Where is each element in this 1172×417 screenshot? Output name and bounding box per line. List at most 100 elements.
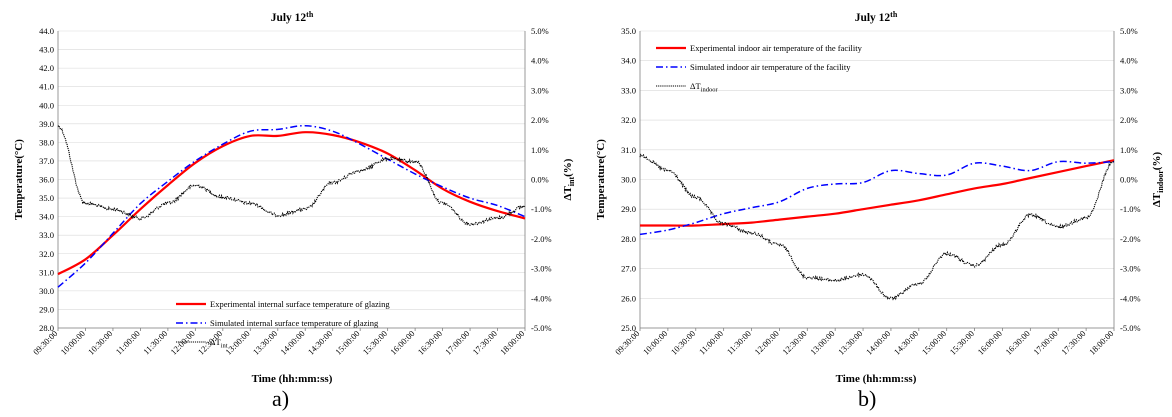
x-tick-label: 16:00:00 xyxy=(975,328,1003,356)
legend-label: ΔTint xyxy=(210,337,228,350)
legend-label: Experimental indoor air temperature of t… xyxy=(690,43,863,53)
y2-tick-label: 3.0% xyxy=(1120,85,1138,95)
x-tick-label: 13:30:00 xyxy=(251,328,279,356)
y2-tick-label: 0.0% xyxy=(1120,175,1138,185)
series-3-path xyxy=(639,153,1115,301)
y-tick-label: 33.0 xyxy=(39,230,54,240)
y2-tick-label: -3.0% xyxy=(1120,264,1141,274)
legend-label: ΔTindoor xyxy=(690,81,718,94)
legend-label-main: ΔT xyxy=(690,81,701,91)
x-tick-label: 17:00:00 xyxy=(1031,328,1059,356)
x-tick-label: 13:00:00 xyxy=(808,328,836,356)
y2-tick-label: 2.0% xyxy=(1120,115,1138,125)
y2-axis-title-main: ΔT xyxy=(1151,192,1163,207)
y2-tick-label: 1.0% xyxy=(531,145,549,155)
x-tick-label: 10:00:00 xyxy=(58,328,86,356)
y-tick-label: 27.0 xyxy=(621,264,636,274)
chart-panel-2: 25.0 26.0 27.0 28.0 29.0 30.0 31.0 32.0 33.0 34.0… xyxy=(595,10,1165,411)
y2-tick-label: -4.0% xyxy=(1120,293,1141,303)
y-tick-label: 37.0 xyxy=(39,156,54,166)
y-tick-label: 29.0 xyxy=(39,304,54,314)
series-1-line xyxy=(639,159,1115,227)
y2-axis-title-unit: (%) xyxy=(562,158,574,177)
legend-label: Simulated indoor air temperature of the … xyxy=(690,62,851,72)
x-tick-label: 18:00:00 xyxy=(498,328,526,356)
x-tick-label: 10:00:00 xyxy=(641,328,669,356)
x-tick-label: 14:00:00 xyxy=(864,328,892,356)
y2-axis-title: ΔTindoor(%) xyxy=(1151,152,1165,208)
y-tick-label: 31.0 xyxy=(39,267,54,277)
y-tick-label: 31.0 xyxy=(621,145,636,155)
y-tick-label: 28.0 xyxy=(39,323,54,333)
x-tick-label: 15:00:00 xyxy=(333,328,361,356)
x-tick-label: 16:00:00 xyxy=(388,328,416,356)
chart-title-main: July 12 xyxy=(855,12,891,24)
chart-title: July 12th xyxy=(855,10,898,24)
x-tick-label: 18:00:00 xyxy=(1087,328,1115,356)
y-tick-label: 41.0 xyxy=(39,82,54,92)
y-tick-label: 35.0 xyxy=(39,193,54,203)
y2-tick-label: -2.0% xyxy=(531,234,552,244)
chart-title: July 12th xyxy=(271,10,314,24)
y2-tick-label: -3.0% xyxy=(531,264,552,274)
x-tick-label: 17:00:00 xyxy=(443,328,471,356)
y-axis-title: Temperature(°C) xyxy=(13,139,25,220)
y2-tick-label: -5.0% xyxy=(531,323,552,333)
x-tick-label: 11:00:00 xyxy=(697,328,725,356)
x-tick-label: 12:00:00 xyxy=(168,328,196,356)
y2-tick-label: -2.0% xyxy=(1120,234,1141,244)
legend-label-sub: int xyxy=(221,343,228,350)
x-tick-label: 11:30:00 xyxy=(141,328,169,356)
panel-label: b) xyxy=(858,386,876,411)
y-tick-label: 40.0 xyxy=(39,100,54,110)
x-tick-label: 15:00:00 xyxy=(920,328,948,356)
series-3-path xyxy=(57,124,526,227)
x-tick-label: 15:30:00 xyxy=(948,328,976,356)
y-tick-label: 28.0 xyxy=(621,234,636,244)
panel-label: a) xyxy=(272,386,289,411)
y-tick-label: 43.0 xyxy=(39,45,54,55)
legend: Experimental internal surface temperatur… xyxy=(176,299,390,350)
y-tick-label: 33.0 xyxy=(621,85,636,95)
y2-tick-label: 4.0% xyxy=(1120,56,1138,66)
y2-tick-label: 1.0% xyxy=(1120,145,1138,155)
x-tick-label: 17:30:00 xyxy=(1059,328,1087,356)
series-3-line xyxy=(639,153,1115,301)
series-2-line xyxy=(57,124,526,288)
chart-title-sup: th xyxy=(306,10,314,19)
y-tick-label: 39.0 xyxy=(39,119,54,129)
y2-axis-title: ΔTint(%) xyxy=(562,158,576,200)
x-tick-label: 17:30:00 xyxy=(470,328,498,356)
chart-title-main: July 12 xyxy=(271,12,307,24)
y2-tick-label: 0.0% xyxy=(531,175,549,185)
x-tick-label: 11:30:00 xyxy=(725,328,753,356)
y2-tick-label: -1.0% xyxy=(531,204,552,214)
chart-panel-1: 28.0 29.0 30.0 31.0 32.0 33.0 34.0 35.0 36.0 37.0… xyxy=(13,10,576,411)
legend-label: Experimental internal surface temperatur… xyxy=(210,299,390,309)
series-1-line xyxy=(57,131,526,276)
y-tick-label: 30.0 xyxy=(39,286,54,296)
series-3-line xyxy=(57,124,526,227)
x-tick-label: 12:30:00 xyxy=(780,328,808,356)
y2-tick-label: 5.0% xyxy=(1120,26,1138,36)
legend-label-sub: indoor xyxy=(701,87,719,94)
y2-axis-title-main: ΔT xyxy=(562,186,574,201)
y2-axis-title-sub: int xyxy=(567,177,576,187)
x-tick-label: 11:00:00 xyxy=(114,328,142,356)
y-tick-label: 38.0 xyxy=(39,137,54,147)
y-tick-label: 26.0 xyxy=(621,293,636,303)
y2-tick-label: -5.0% xyxy=(1120,323,1141,333)
x-tick-label: 13:30:00 xyxy=(836,328,864,356)
y-axis-title: Temperature(°C) xyxy=(595,139,607,220)
x-tick-label: 14:00:00 xyxy=(278,328,306,356)
x-tick-label: 15:30:00 xyxy=(361,328,389,356)
y2-tick-label: 4.0% xyxy=(531,56,549,66)
y-tick-label: 42.0 xyxy=(39,63,54,73)
y-tick-label: 30.0 xyxy=(621,175,636,185)
x-tick-label: 10:30:00 xyxy=(669,328,697,356)
y-tick-label: 36.0 xyxy=(39,175,54,185)
y2-tick-label: 2.0% xyxy=(531,115,549,125)
y-tick-label: 32.0 xyxy=(39,249,54,259)
y-tick-label: 32.0 xyxy=(621,115,636,125)
legend-label: Simulated internal surface temperature o… xyxy=(210,318,379,328)
